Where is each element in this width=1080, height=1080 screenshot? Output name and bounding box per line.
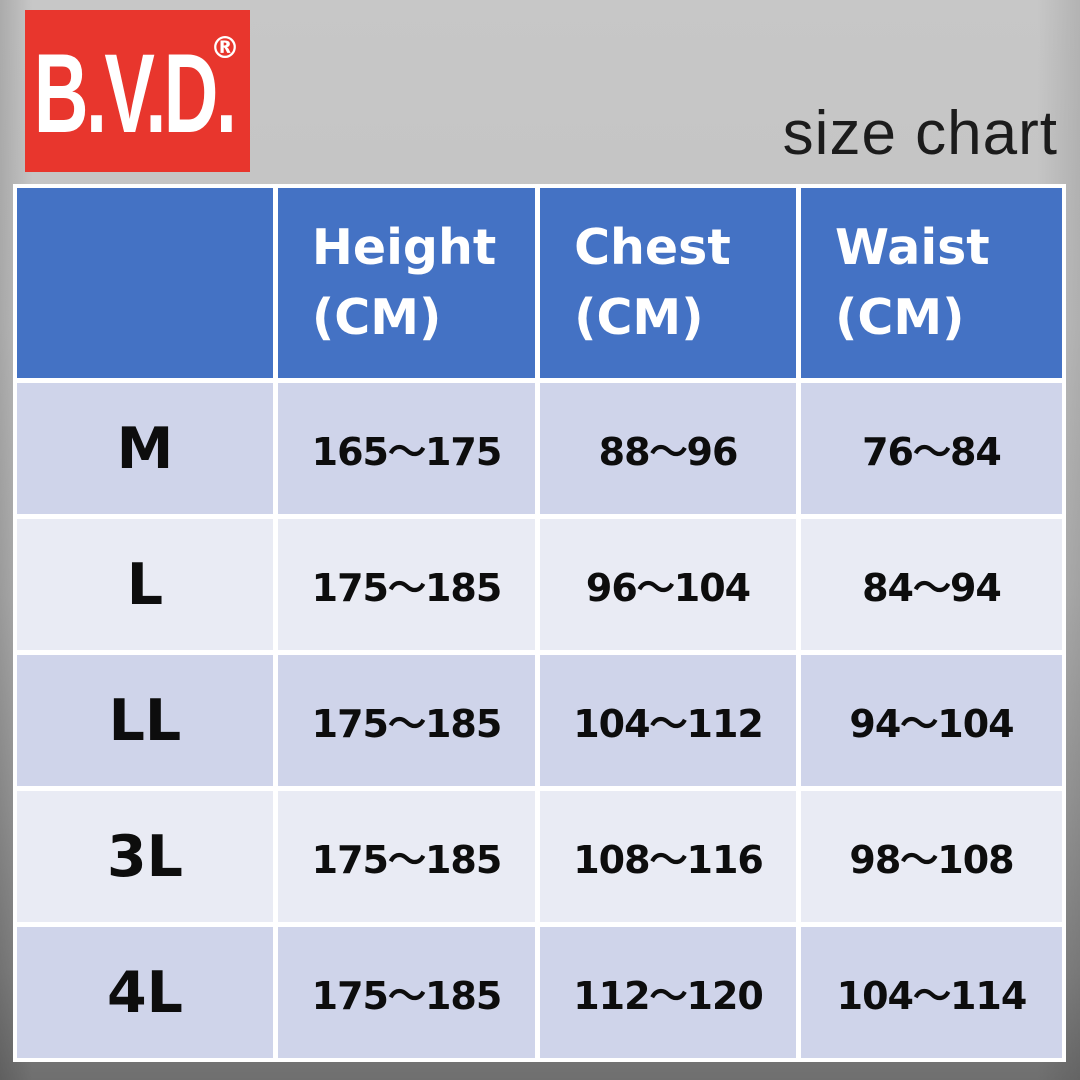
row-ll-chest: 104〜112 [540, 655, 796, 786]
row-ll-waist: 94〜104 [800, 655, 1062, 786]
row-3l-size: 3L [17, 791, 273, 922]
registered-trademark-icon: ® [210, 31, 240, 66]
row-ll-size: LL [17, 655, 273, 786]
header-height: Height (CM) [277, 188, 536, 378]
row-l-height: 175〜185 [277, 519, 536, 650]
header-corner-cell [17, 188, 273, 378]
row-l-waist: 84〜94 [800, 519, 1062, 650]
row-4l-chest: 112〜120 [540, 927, 796, 1058]
page-title: size chart [782, 99, 1058, 168]
size-chart-table: Height (CM) Chest (CM) Waist (CM) M 165〜… [13, 184, 1066, 1062]
row-ll-height: 175〜185 [277, 655, 536, 786]
row-m-height: 165〜175 [277, 383, 536, 514]
row-4l-waist: 104〜114 [800, 927, 1062, 1058]
row-m-waist: 76〜84 [800, 383, 1062, 514]
row-l-chest: 96〜104 [540, 519, 796, 650]
row-m-chest: 88〜96 [540, 383, 796, 514]
header-chest: Chest (CM) [540, 188, 796, 378]
row-3l-chest: 108〜116 [540, 791, 796, 922]
row-l-size: L [17, 519, 273, 650]
row-3l-waist: 98〜108 [800, 791, 1062, 922]
bvd-logo: B.V.D. ® [25, 10, 250, 172]
row-m-size: M [17, 383, 273, 514]
bvd-logo-text: B.V.D. [33, 29, 237, 157]
header-waist: Waist (CM) [800, 188, 1062, 378]
row-4l-height: 175〜185 [277, 927, 536, 1058]
row-3l-height: 175〜185 [277, 791, 536, 922]
row-4l-size: 4L [17, 927, 273, 1058]
